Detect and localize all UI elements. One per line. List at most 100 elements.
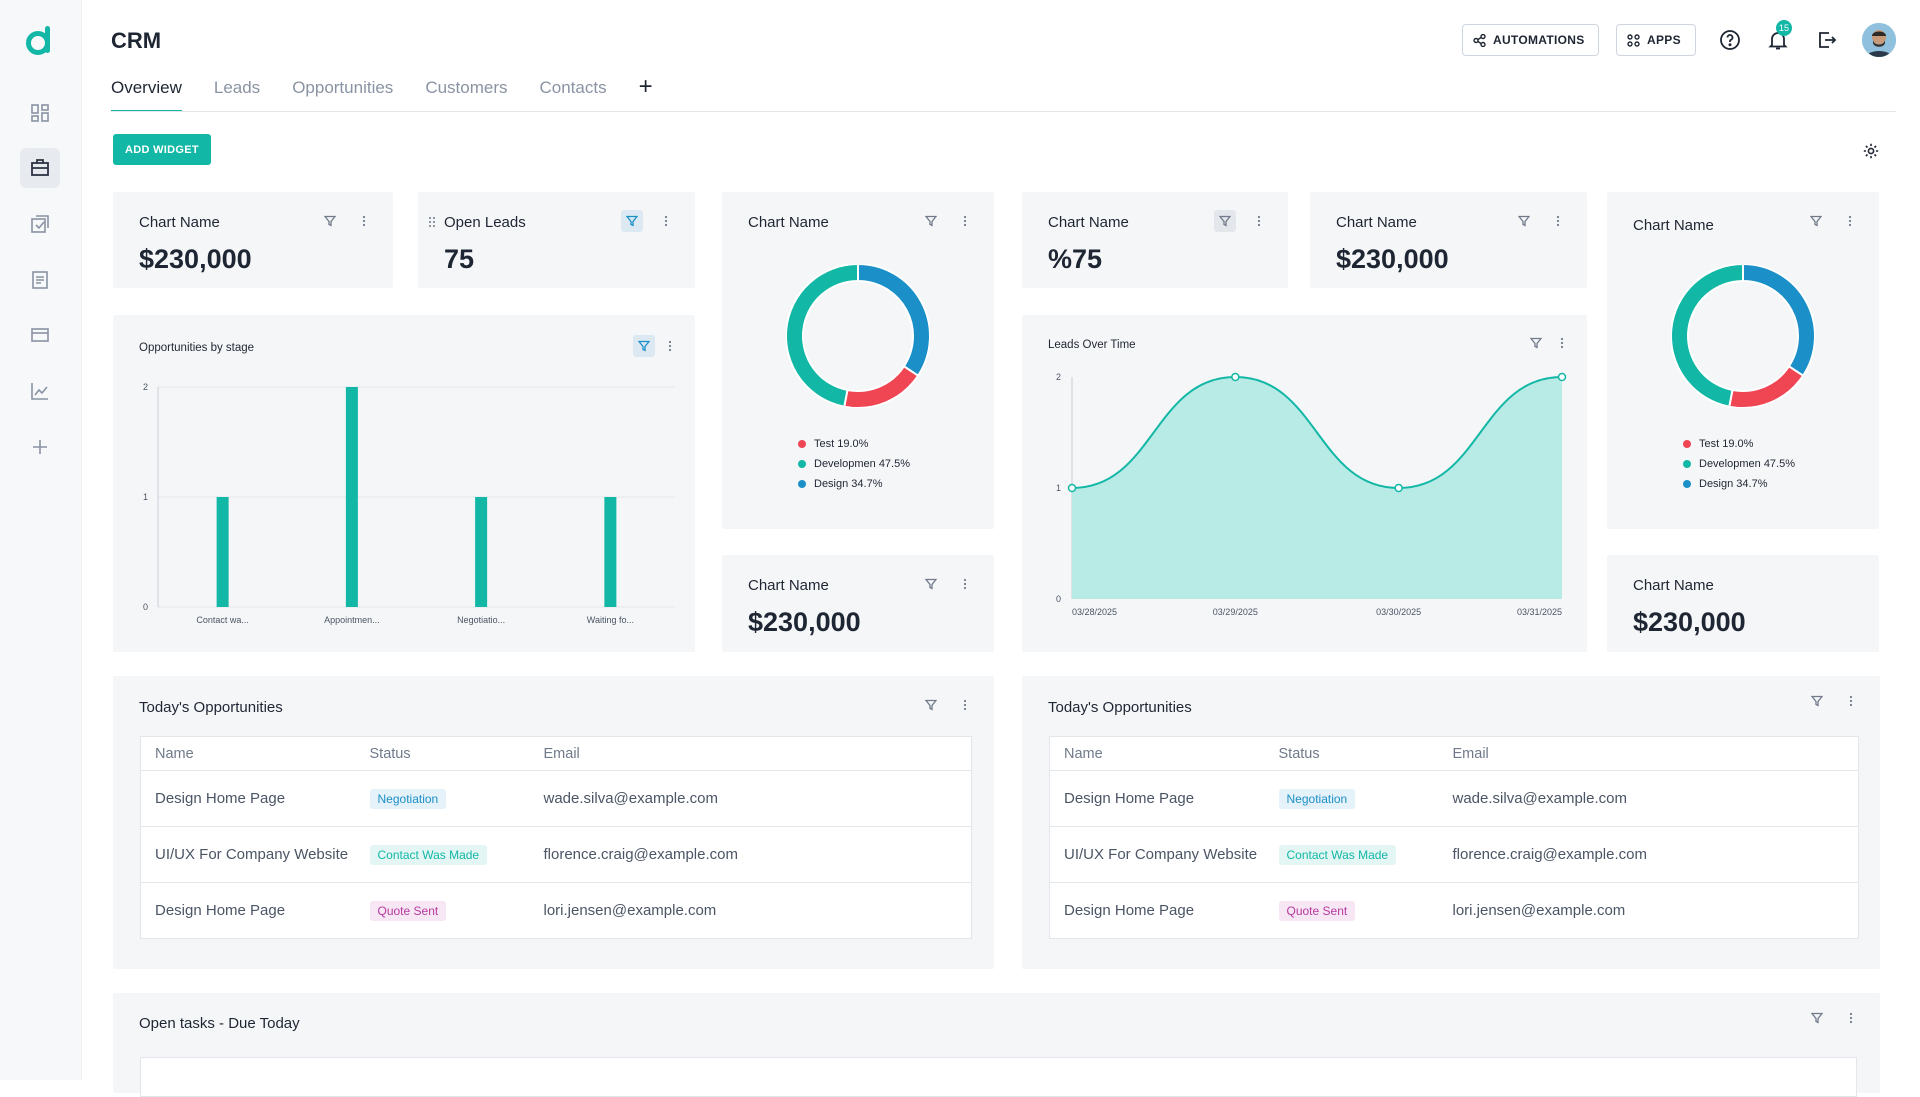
series-line xyxy=(1071,375,1563,490)
filter-button[interactable] xyxy=(920,210,942,232)
column-header[interactable]: Email xyxy=(1438,736,1859,771)
filter-icon xyxy=(1219,215,1231,227)
legend-item: Developmen 47.5% xyxy=(1683,454,1795,474)
filter-button[interactable] xyxy=(1806,1007,1828,1029)
column-header[interactable]: Name xyxy=(140,736,356,771)
automations-button[interactable]: AUTOMATIONS xyxy=(1462,24,1599,56)
chart-title: Leads Over Time xyxy=(1048,339,1136,351)
filter-button[interactable] xyxy=(319,210,341,232)
drag-handle-icon[interactable] xyxy=(428,216,436,228)
card-tools xyxy=(621,210,677,232)
table-row[interactable]: Design Home Page Negotiation wade.silva@… xyxy=(140,770,972,827)
cell-email: wade.silva@example.com xyxy=(1438,770,1859,827)
more-button[interactable] xyxy=(1551,332,1573,354)
more-button[interactable] xyxy=(1840,1007,1862,1029)
more-button[interactable] xyxy=(655,210,677,232)
table-row[interactable]: UI/UX For Company Website Contact Was Ma… xyxy=(1049,826,1859,883)
stat-card: Chart Name $230,000 xyxy=(1310,192,1587,288)
cell-name: UI/UX For Company Website xyxy=(1049,826,1265,883)
more-button[interactable] xyxy=(1840,690,1862,712)
more-button[interactable] xyxy=(954,573,976,595)
card-tools xyxy=(1806,1007,1862,1029)
tab-leads[interactable]: Leads xyxy=(213,78,261,97)
add-tab-button[interactable]: + xyxy=(638,73,653,100)
more-vertical-icon xyxy=(1556,215,1560,227)
sidebar-item-add[interactable] xyxy=(20,427,60,467)
filter-button[interactable] xyxy=(621,210,643,232)
avatar[interactable] xyxy=(1862,23,1896,57)
bar xyxy=(216,497,229,607)
data-point xyxy=(1394,483,1403,493)
apps-button[interactable]: APPS xyxy=(1616,24,1696,56)
tab-customers[interactable]: Customers xyxy=(425,78,508,97)
card-title: Chart Name xyxy=(1336,214,1417,231)
cell-name: Design Home Page xyxy=(1064,902,1195,919)
app-logo[interactable] xyxy=(25,24,55,56)
more-button[interactable] xyxy=(353,210,375,232)
card-tools xyxy=(1805,210,1861,232)
more-button[interactable] xyxy=(1547,210,1569,232)
help-button[interactable] xyxy=(1716,26,1744,54)
tab-bar: Overview Leads Opportunities Customers C… xyxy=(111,73,653,112)
table-row[interactable]: Design Home Page Negotiation wade.silva@… xyxy=(1049,770,1859,827)
column-header[interactable]: Name xyxy=(1049,736,1265,771)
x-tick-label: 03/29/2025 xyxy=(1213,607,1258,617)
sidebar-item-reports[interactable] xyxy=(20,371,60,411)
sidebar-item-billing[interactable] xyxy=(20,315,60,355)
tasks-table xyxy=(140,1057,1857,1097)
legend-dot-development xyxy=(1683,460,1691,468)
area-chart: 0 1 2 03/28/2025 03/29/2025 03/30/2025 03/31/2… xyxy=(1056,372,1567,617)
more-button[interactable] xyxy=(1839,210,1861,232)
legend-item: Design 34.7% xyxy=(798,474,910,494)
filter-button[interactable] xyxy=(633,335,655,357)
filter-button[interactable] xyxy=(1214,210,1236,232)
column-header[interactable]: Email xyxy=(529,736,972,771)
table-row[interactable]: Design Home Page Quote Sent lori.jensen@… xyxy=(141,883,972,939)
card-title: Open tasks - Due Today xyxy=(139,1015,300,1032)
filter-button[interactable] xyxy=(1805,210,1827,232)
legend-label: Test 19.0% xyxy=(814,438,869,450)
sidebar-item-documents[interactable] xyxy=(20,260,60,300)
cell-email: florence.craig@example.com xyxy=(1438,826,1859,883)
filter-button[interactable] xyxy=(1806,690,1828,712)
y-tick-label: 2 xyxy=(1056,372,1061,382)
filter-button[interactable] xyxy=(1513,210,1535,232)
more-button[interactable] xyxy=(659,335,681,357)
more-vertical-icon xyxy=(1848,215,1852,227)
card-title: Chart Name xyxy=(1048,214,1129,231)
opportunities-card: Today's Opportunities Name Status Email … xyxy=(113,676,994,969)
more-button[interactable] xyxy=(954,210,976,232)
bar xyxy=(604,497,617,607)
x-tick-label: Contact wa... xyxy=(196,615,249,625)
filter-button[interactable] xyxy=(1525,332,1547,354)
column-header[interactable]: Status xyxy=(355,736,530,771)
table-row[interactable]: UI/UX For Company Website Contact Was Ma… xyxy=(140,826,972,883)
cell-status: Quote Sent xyxy=(1265,883,1439,939)
filter-icon xyxy=(925,215,937,227)
more-button[interactable] xyxy=(954,694,976,716)
table-row[interactable]: Design Home Page Quote Sent lori.jensen@… xyxy=(1050,883,1859,939)
card-value: 75 xyxy=(444,244,475,274)
more-button[interactable] xyxy=(1248,210,1270,232)
filter-icon xyxy=(1810,215,1822,227)
card-title: Open Leads xyxy=(444,214,526,231)
column-header[interactable]: Status xyxy=(1264,736,1439,771)
sidebar-item-crm[interactable] xyxy=(20,148,60,188)
filter-button[interactable] xyxy=(920,573,942,595)
status-badge: Negotiation xyxy=(369,788,447,809)
logout-button[interactable] xyxy=(1813,26,1841,54)
settings-gear-icon[interactable] xyxy=(1862,142,1880,160)
tab-opportunities[interactable]: Opportunities xyxy=(292,78,394,97)
sidebar-item-tasks[interactable] xyxy=(20,204,60,244)
cell-status: Negotiation xyxy=(1264,770,1439,827)
tab-contacts[interactable]: Contacts xyxy=(539,78,607,97)
tab-overview[interactable]: Overview xyxy=(111,78,182,112)
add-widget-button[interactable]: ADD WIDGET xyxy=(113,134,211,165)
cell-email: florence.craig@example.com xyxy=(529,826,972,883)
sidebar-item-dashboard[interactable] xyxy=(20,93,60,133)
card-value: $230,000 xyxy=(139,244,252,274)
legend-label: Test 19.0% xyxy=(1699,438,1754,450)
stat-card: Chart Name $230,000 xyxy=(1607,555,1879,652)
filter-button[interactable] xyxy=(920,694,942,716)
donut-slice xyxy=(857,264,930,378)
